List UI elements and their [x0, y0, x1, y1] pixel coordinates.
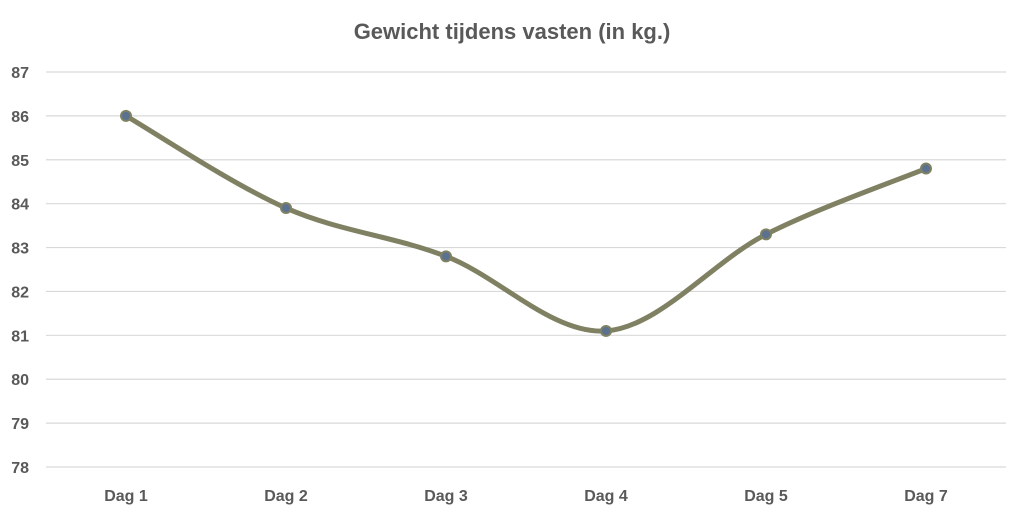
data-point	[600, 324, 612, 337]
series-line-layer	[123, 113, 929, 334]
y-tick-label: 81	[11, 328, 29, 345]
y-tick-label: 84	[11, 197, 29, 214]
y-tick-label: 82	[11, 284, 29, 301]
y-tick-label: 87	[11, 65, 29, 82]
x-tick-label: Dag 7	[904, 488, 948, 505]
x-tick-label: Dag 2	[264, 488, 308, 505]
series-line	[123, 113, 929, 334]
y-tick-label: 78	[11, 460, 29, 477]
x-tick-label: Dag 1	[104, 488, 148, 505]
y-tick-label: 79	[11, 416, 29, 433]
data-point	[760, 228, 772, 241]
data-point	[920, 162, 932, 175]
x-tick-label: Dag 5	[744, 488, 788, 505]
x-tick-label: Dag 4	[584, 488, 628, 505]
data-points	[120, 109, 932, 337]
data-point	[440, 250, 452, 263]
x-axis-ticks: Dag 1 Dag 2 Dag 3 Dag 4 Dag 5 Dag 7	[104, 488, 948, 505]
y-tick-label: 83	[11, 241, 29, 258]
y-axis-ticks: 78 79 80 81 82 83 84 85 86 87	[11, 65, 29, 477]
gridlines	[46, 71, 1006, 468]
y-tick-label: 80	[11, 372, 29, 389]
data-point	[280, 202, 292, 215]
y-tick-label: 85	[11, 153, 29, 170]
x-tick-label: Dag 3	[424, 488, 468, 505]
y-tick-label: 86	[11, 109, 29, 126]
data-point	[120, 109, 132, 122]
chart-title: Gewicht tijdens vasten (in kg.)	[354, 19, 671, 44]
